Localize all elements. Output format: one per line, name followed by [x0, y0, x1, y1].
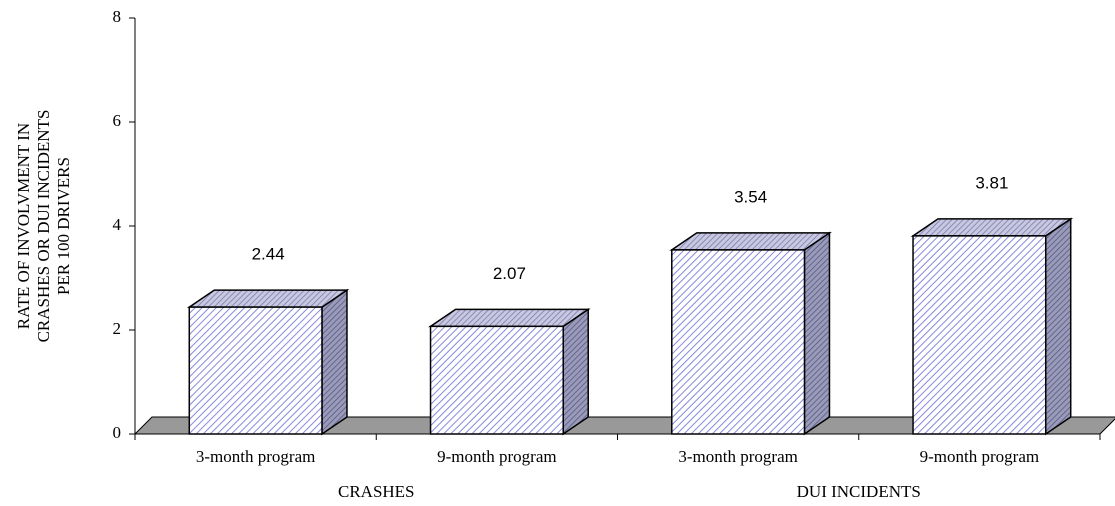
bar-top	[186, 289, 350, 308]
bar	[671, 249, 806, 435]
y-tick-label: 2	[113, 319, 122, 338]
bar-side	[562, 307, 589, 436]
x-tick-label: 9-month program	[437, 447, 556, 466]
y-axis-title-line: CRASHES OR DUI INCIDENTS	[34, 110, 53, 343]
x-tick-label: 3-month program	[678, 447, 797, 466]
value-label: 2.07	[493, 264, 526, 283]
bar-top	[669, 232, 832, 251]
value-label: 3.54	[734, 187, 767, 206]
y-tick-label: 0	[113, 423, 122, 442]
bar-top	[428, 308, 591, 328]
y-tick-label: 6	[113, 111, 122, 130]
y-axis-title-line: PER 100 DRIVERS	[54, 157, 73, 295]
bar-side	[803, 231, 831, 436]
y-tick-label: 4	[113, 215, 122, 234]
x-tick-label: 9-month program	[920, 447, 1039, 466]
bar-side	[321, 288, 348, 436]
x-tick-label: 3-month program	[196, 447, 315, 466]
value-label: 2.44	[252, 245, 285, 264]
group-label: DUI INCIDENTS	[797, 482, 921, 501]
y-tick-label: 8	[113, 7, 122, 26]
bar	[912, 235, 1047, 435]
y-axis-title-line: RATE OF INVOLVMENT IN	[14, 123, 33, 329]
group-label: CRASHES	[338, 482, 415, 501]
value-label: 3.81	[975, 173, 1008, 192]
bar	[188, 306, 323, 435]
y-axis-title: RATE OF INVOLVMENT IN CRASHES OR DUI INC…	[14, 110, 73, 343]
bar	[429, 325, 564, 435]
bar-top	[910, 218, 1074, 237]
bar-side	[1044, 217, 1072, 436]
